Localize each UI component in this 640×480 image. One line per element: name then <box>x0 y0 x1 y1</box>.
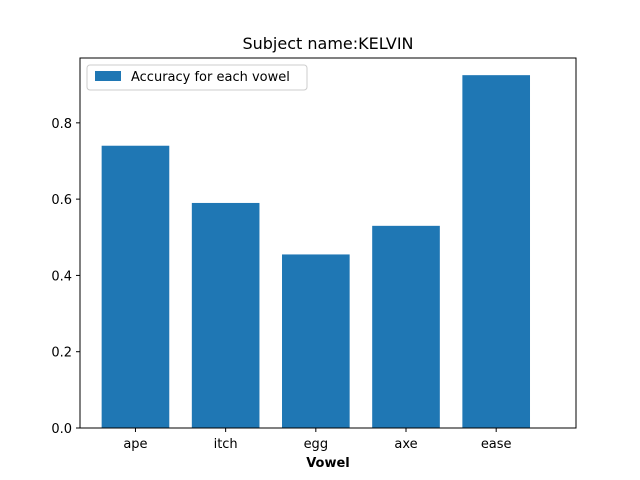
x-axis: ape itch egg axe ease <box>123 428 512 452</box>
y-tick-label: 0.2 <box>51 346 72 361</box>
bar-itch <box>191 202 260 428</box>
x-tick-label: ape <box>123 437 147 452</box>
x-tick-label: axe <box>394 437 417 452</box>
legend: Accuracy for each vowel <box>86 64 308 91</box>
x-tick-label: egg <box>304 437 329 452</box>
bar-egg <box>282 254 350 428</box>
y-tick-label: 0.4 <box>51 269 72 284</box>
y-axis: 0.0 0.2 0.4 0.6 0.8 <box>51 117 80 437</box>
plot-frame <box>79 57 577 429</box>
legend-label: Accuracy for each vowel <box>131 70 290 85</box>
x-tick-label: itch <box>214 437 238 452</box>
x-tick-label: ease <box>481 437 512 452</box>
y-tick-label: 0.8 <box>51 117 72 132</box>
bars-layer <box>101 75 531 428</box>
legend-box <box>86 64 308 91</box>
bar-ape <box>101 145 170 428</box>
y-tick-label: 0.0 <box>51 422 72 437</box>
x-axis-label: Vowel <box>306 456 350 471</box>
y-tick-label: 0.6 <box>51 193 72 208</box>
bar-axe <box>372 225 440 428</box>
legend-swatch <box>95 71 121 81</box>
chart-title: Subject name:KELVIN <box>242 34 413 53</box>
bar-ease <box>462 75 531 428</box>
